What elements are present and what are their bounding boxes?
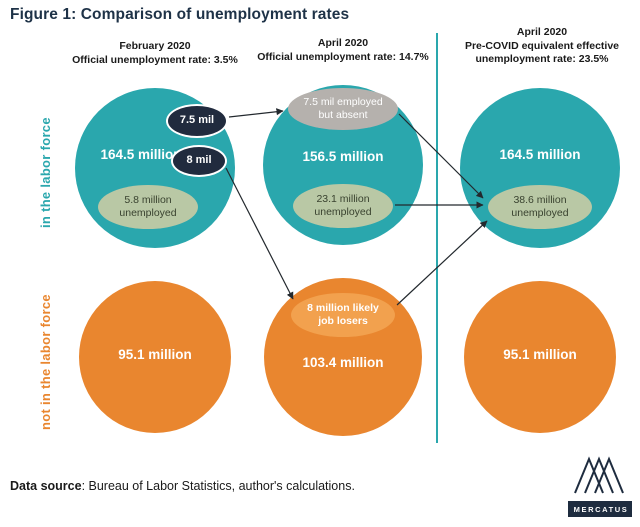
column-header-february-2020: February 2020 Official unemployment rate… [60,40,250,67]
pill-75-mil: 7.5 mil [166,104,228,138]
column-header-date: February 2020 [119,40,191,52]
not-labor-force-total-precovid: 95.1 million [503,347,577,362]
column-header-april-2020: April 2020 Official unemployment rate: 1… [248,37,438,64]
column-header-date: April 2020 [516,26,568,38]
data-source-label: Data source [10,479,82,493]
column-header-date: April 2020 [317,37,369,49]
data-source-text: : Bureau of Labor Statistics, author's c… [81,479,355,493]
mercatus-mark-icon [574,456,624,494]
pill-8-mil: 8 mil [171,145,227,177]
unemployed-ellipse-april: 23.1 million unemployed [293,184,393,228]
likely-job-losers-ellipse: 8 million likely job losers [291,293,395,337]
employed-but-absent-ellipse: 7.5 mil employed but absent [288,88,398,130]
column-separator-line [436,33,438,443]
data-source-note: Data source: Bureau of Labor Statistics,… [10,477,355,496]
labor-force-total-precovid: 164.5 million [499,147,581,162]
unemployed-ellipse-precovid: 38.6 million unemployed [488,185,592,229]
figure-title: Figure 1: Comparison of unemployment rat… [10,6,350,23]
arrow-job-losers-to-386-unemployed [396,220,488,306]
unemployed-ellipse-feb: 5.8 million unemployed [98,185,198,229]
labor-force-total-feb: 164.5 million [100,147,182,162]
not-labor-force-total-feb: 95.1 million [118,347,192,362]
column-header-april-2020-precovid: April 2020 Pre-COVID equivalent effectiv… [456,26,628,67]
column-header-rate: Pre-COVID equivalent effective unemploym… [464,39,620,66]
row-label-not-in-labor-force: not in the labor force [38,294,53,430]
labor-force-total-april: 156.5 million [302,149,384,164]
not-labor-force-circle-precovid [464,281,616,433]
not-labor-force-circle-feb [79,281,231,433]
not-labor-force-total-april: 103.4 million [302,355,384,370]
column-header-rate: Official unemployment rate: 14.7% [257,50,429,63]
row-label-in-labor-force: in the labor force [38,117,53,228]
arrow-75mil-to-absent [228,108,284,118]
mercatus-wordmark: MERCATUS [568,501,632,517]
mercatus-logo: MERCATUS [568,456,632,517]
column-header-rate: Official unemployment rate: 3.5% [72,53,238,66]
